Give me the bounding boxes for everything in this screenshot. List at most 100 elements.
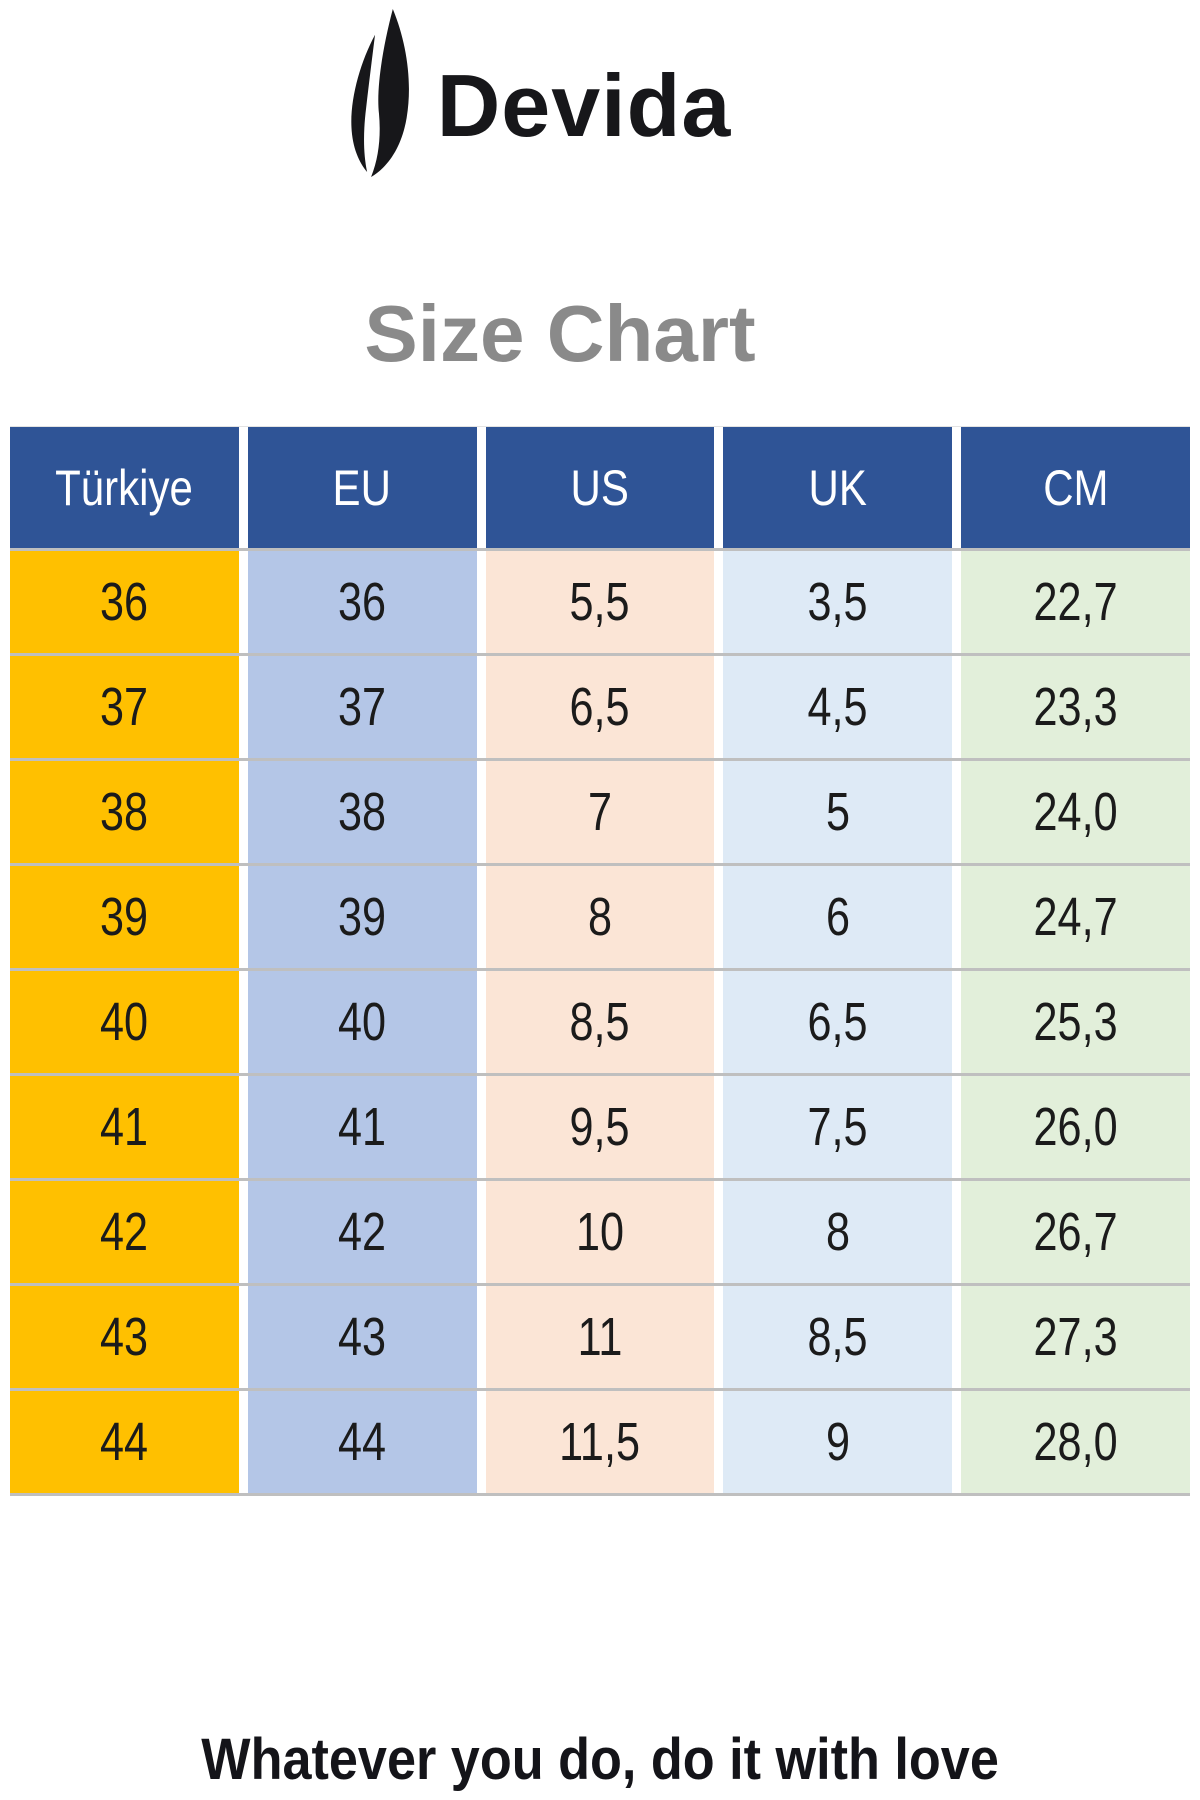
table-cell-value: 6,5 (807, 992, 868, 1052)
table-cell-value: 6 (825, 887, 850, 947)
table-cell: 11,5 (485, 1391, 715, 1493)
table-cell: 6,5 (723, 971, 953, 1073)
table-cell: 11 (485, 1286, 715, 1388)
table-cell: 27,3 (961, 1286, 1190, 1388)
table-cell: 7 (485, 761, 715, 863)
table-cell-value: 39 (338, 887, 387, 947)
size-table: Türkiye EU US UK CM 36 36 5,5 3,5 22,7 37 37 6,5 4,5… (10, 426, 1190, 1496)
table-cell: 24,7 (961, 866, 1190, 968)
table-cell-value: 40 (100, 992, 149, 1052)
table-row: 38 38 7 5 24,0 (10, 761, 1190, 866)
table-cell-value: 11 (577, 1307, 623, 1367)
table-cell-value: 5,5 (569, 572, 631, 632)
table-cell-value: 43 (100, 1307, 149, 1367)
table-cell-value: 41 (100, 1097, 149, 1157)
table-cell: 43 (10, 1286, 239, 1388)
table-cell: 8,5 (485, 971, 715, 1073)
table-cell-value: 4,5 (807, 677, 868, 737)
table-cell-value: 36 (338, 572, 387, 632)
table-row: 36 36 5,5 3,5 22,7 (10, 551, 1190, 656)
table-cell: 41 (247, 1076, 477, 1178)
table-cell: 22,7 (961, 551, 1190, 653)
table-cell-value: 43 (338, 1307, 387, 1367)
table-cell: 44 (247, 1391, 477, 1493)
table-cell-value: 3,5 (807, 572, 868, 632)
table-cell: 43 (247, 1286, 477, 1388)
table-cell: 9 (723, 1391, 953, 1493)
header-cell: UK (723, 427, 953, 548)
table-cell-value: 26,7 (1033, 1202, 1118, 1262)
table-cell-value: 42 (338, 1202, 387, 1262)
table-row: 39 39 8 6 24,7 (10, 866, 1190, 971)
table-header-row: Türkiye EU US UK CM (10, 426, 1190, 551)
table-cell-value: 44 (100, 1412, 149, 1472)
table-cell-value: 25,3 (1033, 992, 1118, 1052)
table-cell: 8 (723, 1181, 953, 1283)
table-cell-value: 36 (100, 572, 149, 632)
table-cell-value: 22,7 (1033, 572, 1118, 632)
header-cell-label: US (570, 459, 630, 516)
table-cell-value: 23,3 (1033, 677, 1118, 737)
table-cell-value: 11,5 (559, 1412, 641, 1472)
table-cell: 39 (10, 866, 239, 968)
table-cell: 6 (723, 866, 953, 968)
table-cell: 40 (10, 971, 239, 1073)
table-cell: 25,3 (961, 971, 1190, 1073)
table-cell: 44 (10, 1391, 239, 1493)
table-cell-value: 38 (100, 782, 149, 842)
table-cell-value: 8,5 (569, 992, 631, 1052)
table-cell-value: 7 (587, 782, 613, 842)
page-title: Size Chart (364, 289, 756, 378)
table-cell: 38 (247, 761, 477, 863)
table-cell-value: 9 (825, 1412, 850, 1472)
table-cell-value: 5 (825, 782, 850, 842)
table-cell: 10 (485, 1181, 715, 1283)
table-cell: 36 (10, 551, 239, 653)
table-cell: 8,5 (723, 1286, 953, 1388)
table-cell: 6,5 (485, 656, 715, 758)
brand-logo: Devida (0, 0, 1132, 178)
table-row: 40 40 8,5 6,5 25,3 (10, 971, 1190, 1076)
table-cell-value: 24,7 (1033, 887, 1118, 947)
table-cell-value: 42 (100, 1202, 149, 1262)
table-cell-value: 24,0 (1033, 782, 1118, 842)
table-cell: 9,5 (485, 1076, 715, 1178)
table-row: 41 41 9,5 7,5 26,0 (10, 1076, 1190, 1181)
table-cell: 42 (247, 1181, 477, 1283)
tagline: Whatever you do, do it with love (0, 1728, 1200, 1792)
table-cell: 3,5 (723, 551, 953, 653)
table-cell-value: 37 (338, 677, 387, 737)
table-cell: 41 (10, 1076, 239, 1178)
table-row: 42 42 10 8 26,7 (10, 1181, 1190, 1286)
table-body: 36 36 5,5 3,5 22,7 37 37 6,5 4,5 23,3 38 38 7 5 24,0 39… (10, 551, 1190, 1496)
table-cell-value: 26,0 (1033, 1097, 1118, 1157)
table-cell: 36 (247, 551, 477, 653)
table-cell-value: 37 (100, 677, 149, 737)
table-cell-value: 10 (575, 1202, 625, 1262)
table-cell-value: 8,5 (807, 1307, 868, 1367)
header-cell-label: Türkiye (55, 459, 194, 516)
header-cell: Türkiye (10, 427, 239, 548)
table-cell: 26,0 (961, 1076, 1190, 1178)
table-cell-value: 6,5 (569, 677, 631, 737)
table-cell: 7,5 (723, 1076, 953, 1178)
table-row: 44 44 11,5 9 28,0 (10, 1391, 1190, 1496)
table-cell: 42 (10, 1181, 239, 1283)
table-cell-value: 44 (338, 1412, 387, 1472)
table-cell: 39 (247, 866, 477, 968)
table-cell: 5,5 (485, 551, 715, 653)
table-cell-value: 41 (338, 1097, 387, 1157)
table-cell-value: 38 (338, 782, 387, 842)
table-cell: 8 (485, 866, 715, 968)
table-cell: 38 (10, 761, 239, 863)
table-row: 37 37 6,5 4,5 23,3 (10, 656, 1190, 761)
header-cell: EU (247, 427, 477, 548)
table-cell: 37 (10, 656, 239, 758)
table-cell: 37 (247, 656, 477, 758)
table-cell: 24,0 (961, 761, 1190, 863)
table-cell: 26,7 (961, 1181, 1190, 1283)
table-cell: 28,0 (961, 1391, 1190, 1493)
table-row: 43 43 11 8,5 27,3 (10, 1286, 1190, 1391)
table-cell-value: 27,3 (1033, 1307, 1118, 1367)
